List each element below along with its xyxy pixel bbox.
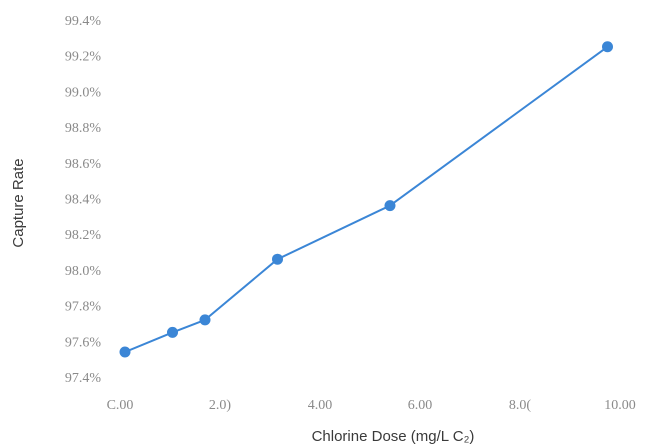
y-tick-label: 99.4% [65, 14, 102, 29]
y-tick-label: 98.0% [65, 264, 102, 279]
y-tick-label: 97.6% [65, 335, 102, 350]
x-tick-label: 8.0( [509, 398, 532, 413]
data-point [272, 253, 283, 265]
data-point [384, 200, 396, 212]
x-tick-label: 4.00 [308, 398, 333, 413]
x-axis-title: Chlorine Dose (mg/L C₂) [312, 428, 475, 445]
series-line [124, 45, 609, 353]
y-tick-label: 97.8% [65, 300, 102, 315]
y-tick-label: 97.4% [65, 371, 102, 386]
y-tick-label: 98.2% [65, 228, 102, 243]
y-tick-label: 98.8% [65, 121, 102, 136]
x-tick-label: C.00 [107, 398, 134, 413]
data-point [119, 346, 131, 358]
data-point [167, 326, 178, 338]
y-tick-label: 98.4% [65, 193, 102, 208]
y-axis-title: Capture Rate [10, 158, 27, 247]
data-point [602, 41, 613, 53]
x-tick-label: 2.0) [209, 398, 232, 413]
series-layer [119, 41, 613, 358]
y-axis-tick-labels: 97.4% 97.6% 97.8% 98.0% 98.2% 98.4% 98.6% 98.8%… [65, 14, 102, 386]
x-tick-label: 10.00 [604, 398, 636, 413]
y-tick-label: 99.0% [65, 85, 102, 100]
data-point [199, 314, 211, 326]
x-axis-tick-labels: C.00 2.0) 4.00 6.00 8.0( 10.00 [107, 398, 636, 413]
x-tick-label: 6.00 [408, 398, 433, 413]
y-tick-label: 98.6% [65, 157, 102, 172]
y-tick-label: 99.2% [65, 50, 102, 65]
